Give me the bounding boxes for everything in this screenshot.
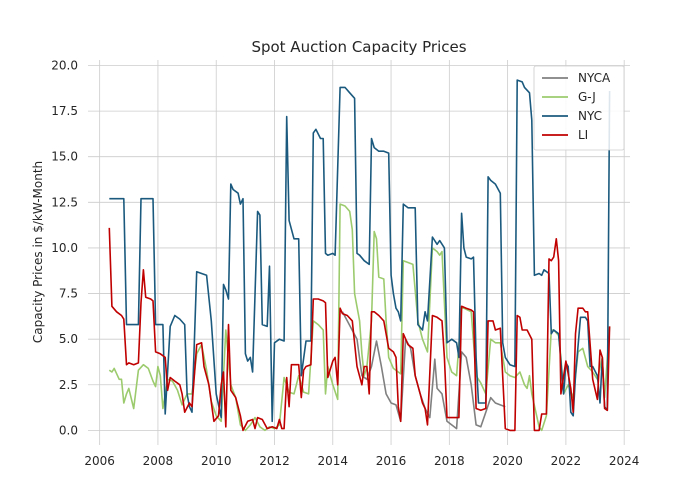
legend-label-li: LI [578,128,588,142]
legend-label-nyca: NYCA [578,71,611,85]
x-tick-label: 2012 [259,454,290,468]
y-tick-labels: 0.0 2.5 5.0 7.5 10.0 12.5 15.0 17.5 20.0 [51,58,78,437]
x-tick-label: 2008 [143,454,174,468]
series-line-li [108,227,611,432]
y-tick-label: 12.5 [51,195,78,209]
y-tick-label: 7.5 [59,287,78,301]
y-tick-label: 15.0 [51,150,78,164]
chart-title: Spot Auction Capacity Prices [251,38,466,56]
x-tick-label: 2022 [551,454,582,468]
legend-frame [533,65,625,151]
x-tick-label: 2014 [318,454,349,468]
legend: NYCA G-J NYC LI [533,65,625,151]
x-tick-labels: 2006 2008 2010 2012 2014 2016 2018 2020 2022 2024 [84,454,639,468]
series-line-nyc [109,79,611,423]
y-tick-label: 10.0 [51,241,78,255]
y-tick-label: 0.0 [59,423,78,437]
x-tick-label: 2020 [492,454,523,468]
legend-label-nyc: NYC [578,109,602,123]
x-tick-label: 2006 [84,454,115,468]
x-tick-label: 2016 [376,454,407,468]
y-axis-label: Capacity Prices in $/kW-Month [31,161,45,343]
series-lines [108,79,611,432]
x-tick-label: 2024 [609,454,640,468]
series-line-g-j [108,203,611,432]
y-tick-label: 17.5 [51,104,78,118]
x-tick-label: 2010 [201,454,232,468]
y-tick-label: 2.5 [59,378,78,392]
x-tick-label: 2018 [434,454,465,468]
y-tick-label: 20.0 [51,58,78,72]
y-tick-label: 5.0 [59,332,78,346]
legend-label-g-j: G-J [578,90,596,104]
